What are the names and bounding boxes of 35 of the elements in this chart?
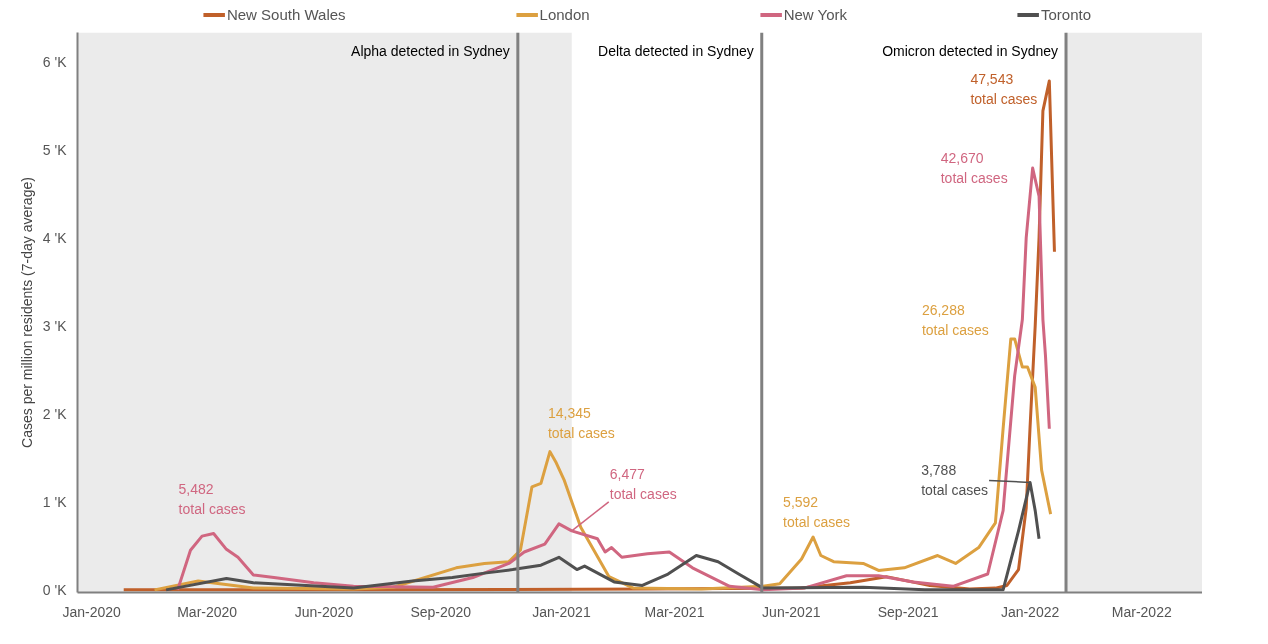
y-axis-title: Cases per million residents (7-day average) [18,177,35,448]
line-series [164,480,1041,592]
legend-label: New South Wales [226,5,346,23]
y-tick-label: 5 'K [42,141,68,158]
annotation: 42,670 total cases [940,150,1008,187]
annotation: 14,345 total cases [547,404,615,441]
annotation: 5,482 total cases [178,480,246,517]
annotation: 26,288 total cases [921,301,989,338]
annotation: 3,788 total cases [921,462,989,499]
x-tick-label: Jun-2020 [294,603,354,620]
ref-line-label: Delta detected in Sydney [598,42,754,59]
line-series [176,166,1051,592]
y-tick-label: 0 'K [42,581,68,598]
x-tick-label: Jan-2020 [62,603,122,620]
x-tick-label: Jun-2021 [762,603,821,620]
x-tick-label: Mar-2020 [177,603,238,620]
x-tick-label: Sep-2020 [410,603,472,620]
y-tick-label: 4 'K [42,229,68,246]
legend-label: New York [783,5,848,23]
annotation: 47,543 total cases [970,70,1038,107]
x-tick-label: Jan-2021 [532,603,591,620]
y-tick-label: 2 'K [42,405,68,422]
y-tick-label: 3 'K [42,317,68,334]
x-tick-label: Sep-2021 [877,603,939,620]
x-tick-label: Jan-2022 [1000,603,1060,620]
annotation: 5,592 total cases [783,494,851,531]
annotation: 6,477 total cases [609,465,677,502]
ref-line-label: Omicron detected in Sydney [882,42,1059,59]
y-tick-label: 6 'K [42,53,68,70]
y-tick-label: 1 'K [42,493,68,510]
legend-label: London [539,5,590,23]
ref-line-label: Alpha detected in Sydney [351,42,510,59]
legend-label: Toronto [1041,5,1092,23]
x-tick-label: Mar-2021 [644,603,705,620]
x-tick-label: Mar-2022 [1111,603,1172,620]
